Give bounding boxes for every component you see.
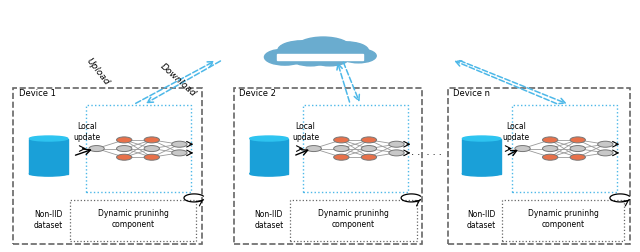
Text: Device n: Device n — [453, 89, 490, 99]
Bar — [250, 139, 288, 174]
Circle shape — [333, 154, 349, 160]
Bar — [463, 139, 500, 174]
Ellipse shape — [250, 136, 288, 141]
Text: Dynamic pruninhg
component: Dynamic pruninhg component — [98, 209, 168, 229]
Circle shape — [89, 146, 104, 151]
Bar — [511, 105, 617, 193]
Ellipse shape — [250, 171, 288, 176]
Text: · · ·  · · ·: · · · · · · — [405, 150, 442, 160]
Circle shape — [116, 154, 132, 160]
Circle shape — [389, 150, 404, 156]
Circle shape — [598, 141, 613, 147]
Circle shape — [172, 141, 187, 147]
Text: Local
update: Local update — [74, 122, 100, 142]
Text: Local
update: Local update — [503, 122, 530, 142]
Ellipse shape — [463, 171, 500, 176]
Circle shape — [333, 137, 349, 143]
Text: Local
update: Local update — [292, 122, 319, 142]
Bar — [234, 88, 422, 244]
Circle shape — [310, 51, 349, 66]
Text: Dynamic pruninhg
component: Dynamic pruninhg component — [318, 209, 389, 229]
Circle shape — [570, 137, 586, 143]
Bar — [70, 200, 196, 241]
Text: Dynamic pruninhg
component: Dynamic pruninhg component — [528, 209, 599, 229]
Circle shape — [361, 146, 376, 151]
Circle shape — [278, 41, 326, 60]
Bar — [29, 139, 68, 174]
Circle shape — [543, 154, 558, 160]
Circle shape — [116, 146, 132, 151]
Circle shape — [340, 49, 376, 63]
Circle shape — [144, 137, 159, 143]
Bar — [291, 200, 417, 241]
Ellipse shape — [29, 136, 68, 141]
Text: Device 1: Device 1 — [19, 89, 56, 99]
Circle shape — [291, 51, 330, 66]
Circle shape — [172, 150, 187, 156]
Circle shape — [306, 146, 321, 151]
Text: Non-IID
dataset: Non-IID dataset — [34, 210, 63, 230]
Circle shape — [116, 137, 132, 143]
Text: Upload: Upload — [85, 57, 111, 87]
Circle shape — [144, 154, 159, 160]
Circle shape — [264, 49, 305, 65]
Circle shape — [144, 146, 159, 151]
Circle shape — [323, 42, 369, 60]
Bar — [86, 105, 191, 193]
Bar — [502, 200, 624, 241]
Circle shape — [543, 137, 558, 143]
Bar — [13, 88, 202, 244]
Circle shape — [333, 146, 349, 151]
Circle shape — [296, 37, 351, 58]
Bar — [448, 88, 630, 244]
Text: Device 2: Device 2 — [239, 89, 276, 99]
Bar — [276, 54, 364, 60]
Ellipse shape — [463, 136, 500, 141]
Text: Non-IID
dataset: Non-IID dataset — [254, 210, 284, 230]
Circle shape — [389, 141, 404, 147]
Bar — [303, 105, 408, 193]
Circle shape — [598, 150, 613, 156]
Ellipse shape — [29, 171, 68, 176]
Circle shape — [361, 137, 376, 143]
Circle shape — [543, 146, 558, 151]
Circle shape — [570, 154, 586, 160]
Text: Non-IID
dataset: Non-IID dataset — [467, 210, 496, 230]
Circle shape — [570, 146, 586, 151]
Text: Download: Download — [159, 61, 198, 98]
Circle shape — [515, 146, 530, 151]
Circle shape — [361, 154, 376, 160]
